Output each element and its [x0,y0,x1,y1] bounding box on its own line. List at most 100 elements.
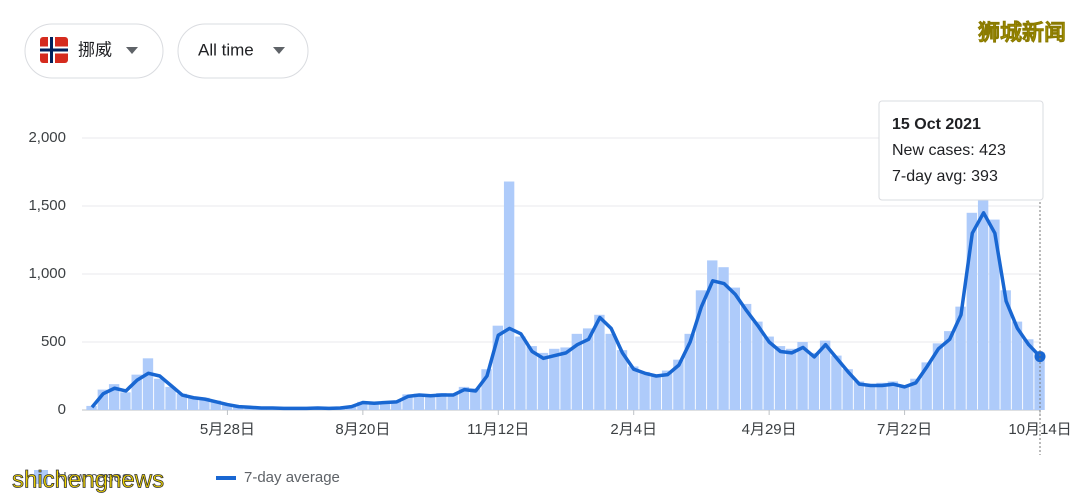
bar [639,371,650,410]
bar [673,359,684,410]
bar [97,389,109,410]
bar [797,342,808,410]
bar [368,402,379,410]
bar [944,331,955,410]
bar [876,382,887,410]
bar [402,394,413,410]
bar [458,386,470,410]
bar [537,352,549,410]
bar [560,347,571,410]
bar [605,333,616,410]
x-tick-label: 7月22日 [877,421,932,438]
bar [887,381,899,410]
bar [774,346,786,410]
bar [582,328,594,410]
bar [786,348,797,410]
bar [910,378,921,410]
legend-label: New cases [56,469,129,486]
bar [86,405,97,410]
bar [165,386,176,410]
bar [154,378,165,410]
bar [391,400,402,410]
x-tick-label: 11月12日 [467,421,529,438]
bar [898,385,910,410]
y-tick-label: 2,000 [28,129,66,146]
bar [413,393,425,410]
bar [853,381,865,410]
x-tick-label: 10月14日 [1008,421,1071,438]
bar [752,321,763,410]
bar [865,384,876,410]
bar [470,388,481,410]
x-tick-label: 4月29日 [742,421,797,438]
bar [740,303,752,410]
tooltip [878,100,1044,201]
bar [616,350,628,410]
bar [989,219,1000,410]
legend-label: 7-day average [244,469,340,486]
bar [108,384,120,410]
bar [661,370,673,410]
y-tick-label: 500 [41,333,66,350]
bar [628,366,639,410]
y-tick-label: 0 [58,401,66,418]
y-tick-label: 1,500 [28,197,66,214]
bar [199,397,210,410]
flag [40,37,68,63]
bar [831,355,842,410]
bar [650,374,662,410]
watermark: shichengnews [12,466,164,493]
bar [684,333,695,410]
bar [695,290,707,410]
dropdown-arrow [126,47,138,54]
tooltip-line: 7-day avg: 393 [892,168,998,185]
x-tick-label: 2月4日 [610,421,657,438]
bar [842,369,853,410]
bar [357,401,368,410]
bar [481,369,492,410]
bar [718,267,729,410]
bar [131,374,142,410]
hover-point [1034,351,1046,363]
range-dropdown[interactable] [177,23,309,79]
dropdown-arrow [273,47,285,54]
watermark: 狮城新闻 [978,20,1066,45]
x-tick-label: 5月28日 [200,421,255,438]
y-tick-label: 1,000 [28,265,66,282]
bar [526,346,537,410]
plot: 0 500 1,000 1,500 2,000 5月28日 8月20日 11月12日 2月4日 4… [28,129,1071,438]
bar [763,336,774,410]
bar [210,400,221,410]
bar [492,325,504,410]
bar [515,336,526,410]
bar [707,260,718,410]
bar [379,402,391,410]
bar [571,333,583,410]
bar [187,396,199,410]
bar [1023,339,1034,410]
bar [1011,321,1023,410]
bar [955,306,966,410]
tooltip-title: 15 Oct 2021 [892,116,981,133]
bar [729,287,741,410]
bar [1034,352,1045,410]
bar [1000,290,1011,410]
bar [966,212,978,410]
bar [120,392,131,410]
bar [819,340,831,410]
bar [142,358,154,410]
legend-swatch [34,470,48,484]
bar [424,395,436,410]
average-line [90,211,1042,411]
bar [503,181,515,410]
country-label: 挪威 [78,40,112,59]
bar [549,348,560,410]
x-tick-label: 8月20日 [335,421,390,438]
bar [977,185,989,410]
bar [447,393,458,410]
tooltip-line: New cases: 423 [892,142,1006,159]
bar [932,343,944,410]
bar [436,393,447,410]
bar [594,314,605,410]
